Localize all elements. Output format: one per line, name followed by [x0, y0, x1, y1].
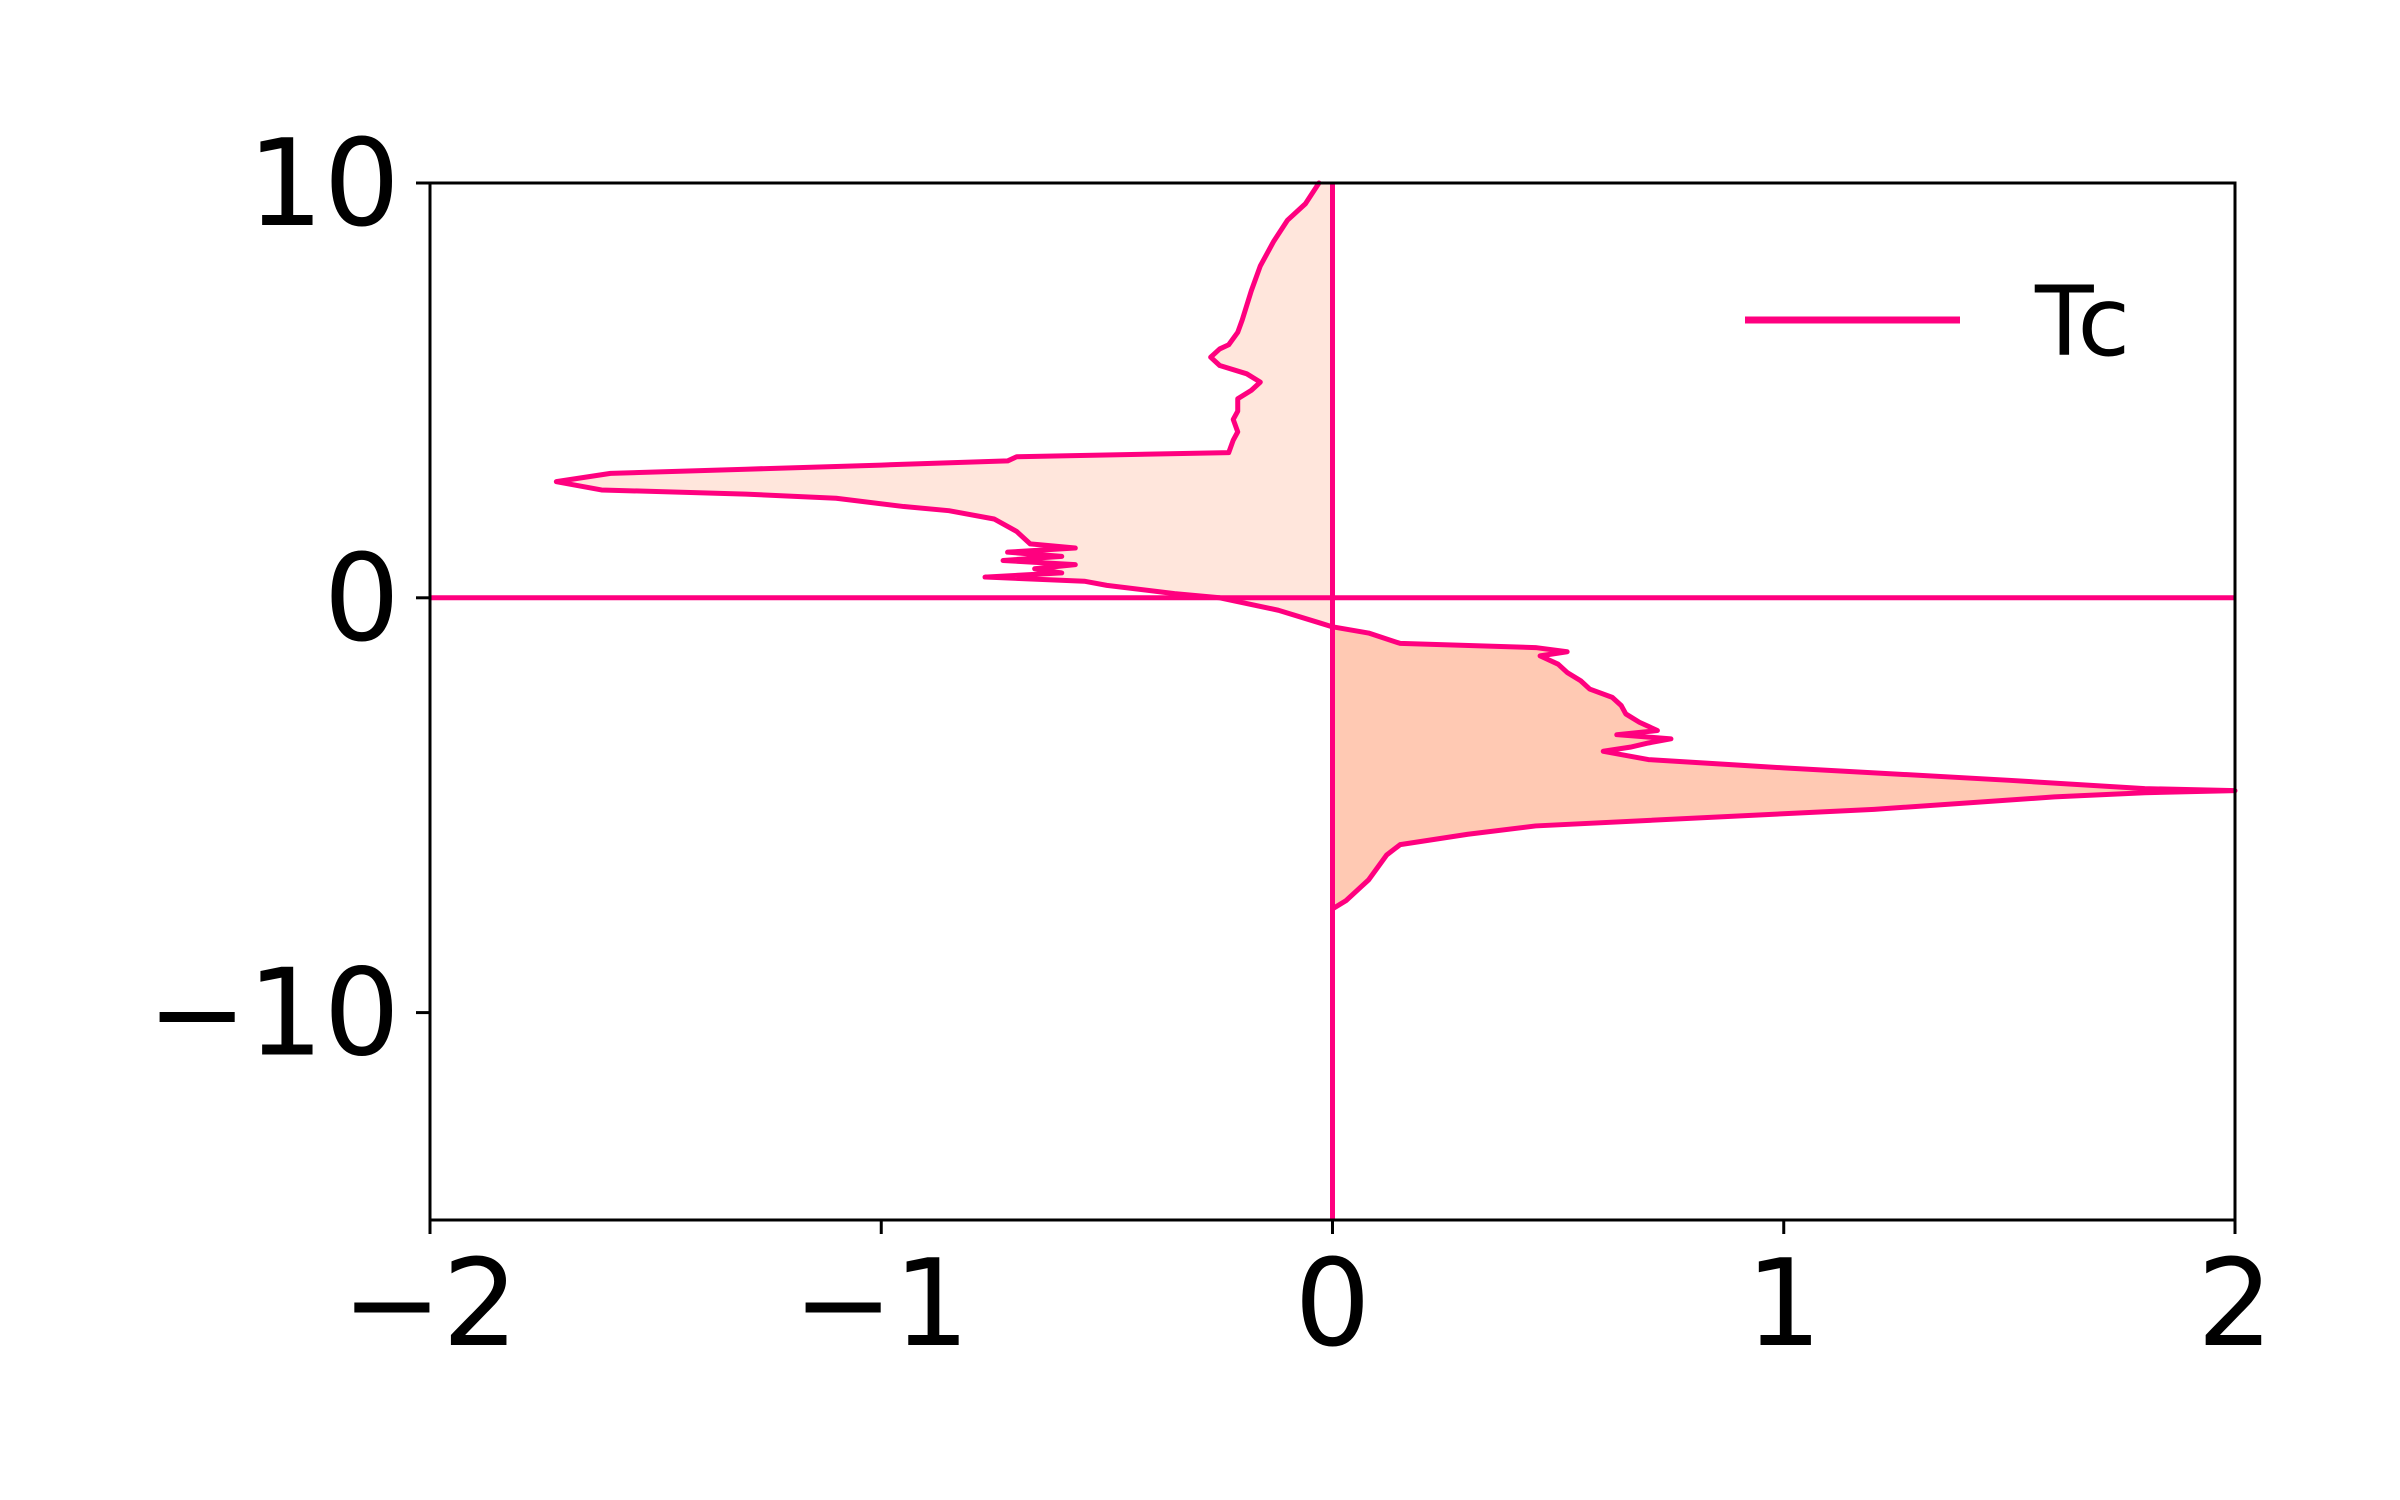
x-tick-label: 1	[1746, 1235, 1822, 1374]
curve-layer	[553, 180, 2238, 912]
curve-spin-up	[553, 180, 1335, 630]
y-tick-label: −10	[147, 945, 400, 1084]
y-tick-label: 0	[324, 530, 400, 669]
legend: Tc	[1745, 266, 2130, 378]
curve-spin-down	[1330, 624, 2238, 912]
x-tick-label: −1	[793, 1235, 970, 1374]
x-tick-label: 2	[2197, 1235, 2273, 1374]
x-tick-label: −2	[342, 1235, 519, 1374]
reference-lines	[430, 183, 2235, 1220]
fill-spin-up	[556, 183, 1333, 627]
legend-label-tc: Tc	[2034, 266, 2130, 378]
x-tick-label: 0	[1294, 1235, 1370, 1374]
y-tick-label: 10	[247, 115, 400, 254]
